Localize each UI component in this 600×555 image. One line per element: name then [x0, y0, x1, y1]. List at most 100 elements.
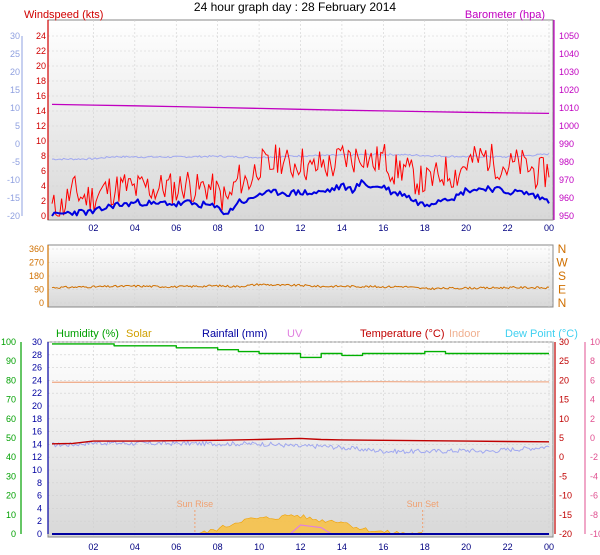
pressure-tick-label: 1000: [559, 121, 579, 131]
uv-tick-label: 2: [590, 414, 595, 424]
humidity-tick-label: 70: [6, 395, 16, 405]
pressure-tick-label: 1020: [559, 85, 579, 95]
x-tick-label: 18: [420, 542, 430, 552]
barometer-axis-label: Barometer (hpa): [465, 9, 545, 21]
solar-area: [194, 514, 424, 535]
legend-item: Dew Point (°C): [505, 328, 578, 340]
sun-marker-label: Sun Set: [407, 499, 440, 509]
rainfall-tick-label: 8: [37, 478, 42, 488]
outer-temp-tick-label: 10: [10, 103, 20, 113]
rainfall-tick-label: 16: [32, 427, 42, 437]
pressure-tick-label: 970: [559, 175, 574, 185]
chart-title: 24 hour graph day : 28 February 2014: [194, 0, 396, 14]
pressure-tick-label: 1010: [559, 103, 579, 113]
wind-tick-label: 8: [41, 151, 46, 161]
sun-marker-label: Sun Rise: [177, 499, 214, 509]
wind-tick-label: 0: [41, 211, 46, 221]
rainfall-tick-label: 4: [37, 503, 42, 513]
indoor-line: [52, 380, 549, 383]
windspeed-axis-label: Windspeed (kts): [24, 9, 103, 21]
temperature-tick-label: 10: [559, 414, 569, 424]
humidity-line: [52, 343, 549, 359]
direction-tick-label: 180: [29, 271, 44, 281]
x-tick-label: 14: [337, 542, 347, 552]
temperature-line: [51, 437, 550, 445]
pressure-tick-label: 950: [559, 211, 574, 221]
outer-temp-tick-label: -5: [12, 157, 20, 167]
wind-tick-label: 22: [36, 46, 46, 56]
x-tick-label: 06: [171, 223, 181, 233]
temperature-tick-label: 25: [559, 356, 569, 366]
pressure-tick-label: 960: [559, 193, 574, 203]
outer-temp-tick-label: -15: [7, 193, 20, 203]
wind-tick-label: 20: [36, 61, 46, 71]
temperature-tick-label: -15: [559, 510, 572, 520]
humidity-tick-label: 50: [6, 433, 16, 443]
humidity-tick-label: 30: [6, 471, 16, 481]
outer-temp-tick-label: 0: [15, 139, 20, 149]
compass-label: S: [558, 269, 566, 283]
outer-temp-tick-label: -20: [7, 211, 20, 221]
x-tick-label: 04: [130, 223, 140, 233]
temperature-tick-label: 30: [559, 337, 569, 347]
uv-tick-label: 0: [590, 433, 595, 443]
uv-tick-label: -8: [590, 510, 598, 520]
temperature-tick-label: -10: [559, 491, 572, 501]
legend-item: Temperature (°C): [360, 328, 444, 340]
humidity-tick-label: 40: [6, 452, 16, 462]
x-tick-label: 08: [213, 542, 223, 552]
uv-tick-label: -2: [590, 452, 598, 462]
outer-temp-tick-label: 25: [10, 49, 20, 59]
legend-item: Rainfall (mm): [202, 328, 267, 340]
uv-tick-label: -6: [590, 491, 598, 501]
dew-point-line: [51, 440, 550, 455]
x-tick-label: 10: [254, 542, 264, 552]
x-tick-label: 10: [254, 223, 264, 233]
temperature-tick-label: 0: [559, 452, 564, 462]
pressure-tick-label: 1030: [559, 67, 579, 77]
x-tick-label: 16: [378, 542, 388, 552]
x-tick-label: 00: [544, 542, 554, 552]
legend-item: Solar: [126, 328, 152, 340]
wind-tick-label: 18: [36, 76, 46, 86]
temperature-tick-label: -5: [559, 471, 567, 481]
x-tick-label: 06: [171, 542, 181, 552]
rainfall-tick-label: 18: [32, 414, 42, 424]
wind-tick-label: 12: [36, 121, 46, 131]
axes: 024681012141618202224302520151050-5-10-1…: [1, 20, 600, 552]
uv-tick-label: -4: [590, 471, 598, 481]
rainfall-tick-label: 0: [37, 529, 42, 539]
barometer-line: [51, 103, 550, 115]
x-tick-label: 02: [88, 223, 98, 233]
rainfall-tick-label: 24: [32, 375, 42, 385]
pressure-tick-label: 990: [559, 139, 574, 149]
direction-tick-label: 90: [34, 285, 44, 295]
direction-tick-label: 0: [39, 298, 44, 308]
temperature-tick-label: -20: [559, 529, 572, 539]
direction-tick-label: 360: [29, 244, 44, 254]
legend-item: Humidity (%): [56, 328, 119, 340]
pressure-tick-label: 980: [559, 157, 574, 167]
x-tick-label: 18: [420, 223, 430, 233]
humidity-tick-label: 0: [11, 529, 16, 539]
x-tick-label: 12: [295, 542, 305, 552]
outer-temp-tick-label: 15: [10, 85, 20, 95]
pressure-tick-label: 1050: [559, 31, 579, 41]
humidity-panel-legend: Humidity (%) Solar Rainfall (mm) UV Temperat…: [56, 328, 578, 340]
humidity-tick-label: 100: [1, 337, 16, 347]
temperature-tick-label: 15: [559, 395, 569, 405]
x-tick-label: 00: [544, 223, 554, 233]
compass-label: W: [556, 256, 568, 270]
legend-item: Indoor: [449, 328, 481, 340]
wind-tick-label: 6: [41, 166, 46, 176]
uv-tick-label: 8: [590, 356, 595, 366]
compass-label: N: [558, 296, 567, 310]
wind-tick-label: 10: [36, 136, 46, 146]
uv-tick-label: 4: [590, 395, 595, 405]
wind-tick-label: 2: [41, 196, 46, 206]
rainfall-tick-label: 26: [32, 363, 42, 373]
rainfall-tick-label: 22: [32, 388, 42, 398]
average-wind-line: [51, 179, 550, 217]
rainfall-tick-label: 12: [32, 452, 42, 462]
x-tick-label: 08: [213, 223, 223, 233]
